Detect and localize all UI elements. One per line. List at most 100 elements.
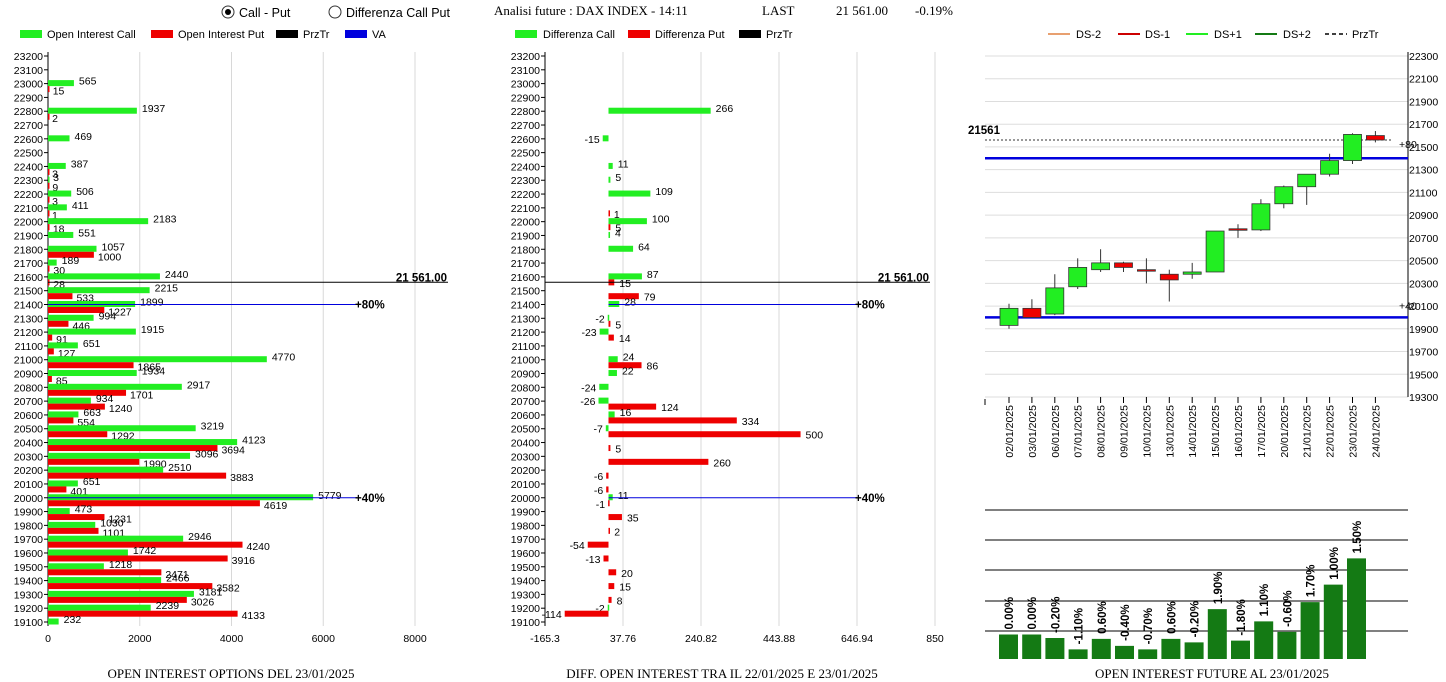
oi-future-bar bbox=[1022, 634, 1042, 659]
y-tick-label: 20700 bbox=[1409, 233, 1438, 245]
x-tick-label: 08/01/2025 bbox=[1096, 405, 1108, 458]
put-bar bbox=[48, 583, 213, 590]
x-tick-label: 15/01/2025 bbox=[1210, 405, 1222, 458]
oi-future-label: 1.00% bbox=[1329, 547, 1341, 580]
diff-put-label: -6 bbox=[594, 471, 603, 483]
call-value-label: 2239 bbox=[156, 600, 180, 612]
diff-call-bar bbox=[608, 162, 613, 169]
put-value-label: 1000 bbox=[98, 251, 122, 263]
diff-call-label: 5 bbox=[615, 172, 621, 184]
change-value: -0.19% bbox=[915, 3, 953, 18]
call-bar bbox=[48, 204, 67, 211]
diff-put-label: 5 bbox=[615, 223, 621, 235]
put-value-label: 1701 bbox=[130, 389, 154, 401]
diff-call-bar bbox=[602, 135, 609, 142]
y-tick-label: 19300 bbox=[511, 589, 540, 601]
va-label: +40% bbox=[855, 493, 885, 505]
y-tick-label: 20000 bbox=[511, 493, 540, 505]
oi-future-bar bbox=[1300, 602, 1320, 659]
diff-put-bar bbox=[606, 472, 609, 479]
y-tick-label: 22500 bbox=[14, 148, 43, 160]
put-value-label: 4133 bbox=[242, 610, 266, 622]
x-tick-label: 14/01/2025 bbox=[1187, 405, 1199, 458]
call-bar bbox=[48, 273, 160, 280]
call-value-label: 2510 bbox=[168, 462, 192, 474]
y-tick-label: 20500 bbox=[511, 424, 540, 436]
y-tick-label: 22100 bbox=[511, 203, 540, 215]
last-value: 21 561.00 bbox=[836, 3, 888, 18]
oi-future-label: 1.90% bbox=[1213, 572, 1225, 605]
y-tick-label: 22800 bbox=[14, 106, 43, 118]
oi-future-label: 1.70% bbox=[1306, 565, 1318, 598]
y-tick-label: 19700 bbox=[1409, 347, 1438, 359]
oi-future-bar bbox=[1231, 640, 1250, 659]
put-value-label: 1240 bbox=[109, 403, 133, 415]
y-tick-label: 20300 bbox=[14, 451, 43, 463]
candle-down bbox=[1114, 262, 1133, 268]
call-value-label: 1937 bbox=[142, 103, 166, 115]
put-bar bbox=[48, 389, 127, 396]
call-bar bbox=[48, 425, 196, 432]
diff-put-bar bbox=[608, 500, 610, 507]
diff-call-label: 28 bbox=[624, 296, 636, 308]
diff-call-label: -7 bbox=[593, 424, 602, 436]
oi-future-bar bbox=[1184, 642, 1204, 659]
diff-put-label: 124 bbox=[661, 402, 679, 414]
y-tick-label: 19800 bbox=[14, 520, 43, 532]
x-tick-label: 06/01/2025 bbox=[1050, 405, 1062, 458]
call-value-label: 934 bbox=[96, 393, 114, 405]
call-value-label: 3181 bbox=[199, 586, 223, 598]
put-value-label: 3582 bbox=[216, 583, 240, 595]
candle-up bbox=[1205, 230, 1225, 273]
x-tick-label: 8000 bbox=[403, 633, 427, 645]
diff-put-label: 500 bbox=[806, 430, 824, 442]
diff-put-label: -1 bbox=[596, 499, 605, 511]
put-bar bbox=[48, 348, 54, 355]
oi-future-label: 1.10% bbox=[1259, 584, 1271, 617]
call-bar bbox=[48, 604, 151, 611]
diff-call-label: 4 bbox=[615, 227, 621, 239]
last-price-label: 21561 bbox=[968, 125, 1001, 137]
legend-label-ds-1: DS-1 bbox=[1145, 29, 1170, 41]
diff-put-bar bbox=[564, 610, 609, 617]
call-bar bbox=[48, 466, 164, 473]
diff-call-bar bbox=[608, 190, 651, 197]
prztr-label: 21 561.00 bbox=[878, 272, 929, 284]
call-bar bbox=[48, 190, 72, 197]
y-tick-label: 20900 bbox=[14, 369, 43, 381]
radio-diff-label[interactable]: Differenza Call Put bbox=[346, 6, 451, 20]
oi-future-bar bbox=[1161, 638, 1181, 659]
x-tick-label: 240.82 bbox=[685, 633, 717, 645]
diff-call-bar bbox=[598, 397, 609, 404]
call-bar bbox=[48, 480, 78, 487]
diff-call-bar bbox=[607, 604, 610, 611]
call-value-label: 651 bbox=[83, 476, 101, 488]
y-tick-label: 21100 bbox=[1409, 187, 1438, 199]
legend-label-diff-put: Differenza Put bbox=[655, 29, 725, 41]
call-bar bbox=[48, 508, 70, 515]
diff-call-bar bbox=[608, 107, 711, 114]
diff-call-label: -24 bbox=[581, 382, 596, 394]
x-tick-label: 10/01/2025 bbox=[1141, 405, 1153, 458]
diff-put-label: 14 bbox=[619, 333, 631, 345]
legend-label-diff-call: Differenza Call bbox=[543, 29, 615, 41]
y-tick-label: 22800 bbox=[511, 106, 540, 118]
y-tick-label: 20600 bbox=[511, 410, 540, 422]
y-tick-label: 19200 bbox=[14, 603, 43, 615]
diff-put-label: 79 bbox=[644, 292, 656, 304]
legend-oi: Open Interest Call Open Interest Put Prz… bbox=[20, 29, 387, 41]
radio-call-put-label[interactable]: Call - Put bbox=[239, 6, 291, 20]
y-tick-label: 19600 bbox=[14, 548, 43, 560]
x-tick-label: 6000 bbox=[312, 633, 336, 645]
oi-future-label: 0.00% bbox=[1027, 597, 1039, 630]
y-tick-label: 20900 bbox=[1409, 210, 1438, 222]
y-tick-label: 22300 bbox=[1409, 51, 1438, 63]
diff-call-bar bbox=[608, 356, 618, 363]
y-tick-label: 21200 bbox=[511, 327, 540, 339]
radio-diff[interactable] bbox=[328, 5, 342, 19]
call-value-label: 1030 bbox=[100, 517, 124, 529]
put-bar bbox=[48, 514, 105, 521]
oi-future-label: -0.20% bbox=[1190, 601, 1202, 637]
call-bar bbox=[48, 231, 74, 238]
call-value-label: 1742 bbox=[133, 545, 157, 557]
